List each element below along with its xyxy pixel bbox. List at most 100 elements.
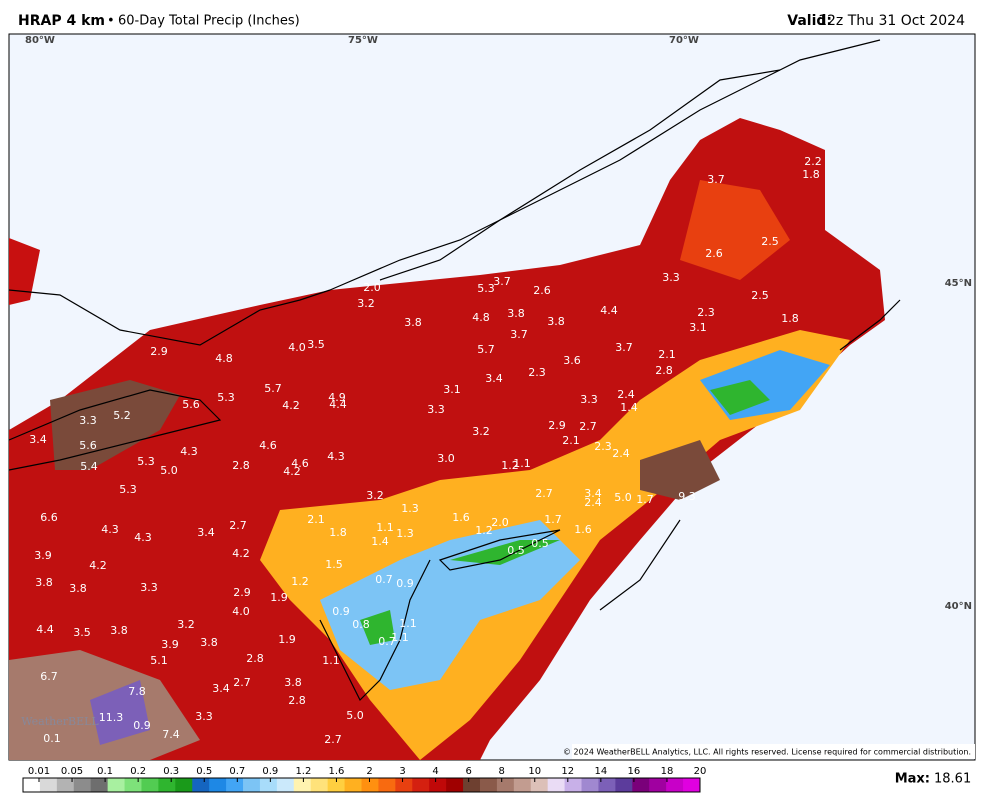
longitude-label: 70°W (669, 35, 699, 46)
precip-value: 2.7 (229, 519, 247, 532)
precip-value: 1.8 (781, 312, 799, 325)
precip-value: 3.8 (35, 576, 53, 589)
precip-value: 0.1 (43, 732, 61, 745)
colorbar-swatch (395, 778, 413, 792)
precip-value: 4.3 (327, 450, 345, 463)
precip-area (680, 180, 790, 280)
colorbar-swatch (209, 778, 227, 792)
value-labels: 2.21.83.72.52.63.32.52.3 1.83.14.43.72.12… (29, 155, 822, 746)
colorbar-tick-label: 10 (528, 766, 541, 777)
precip-value: 2.5 (751, 289, 769, 302)
colorbar-swatch (479, 778, 498, 792)
max-label: Max: (895, 772, 930, 787)
precip-value: 2.7 (535, 487, 553, 500)
precip-value: 4.3 (101, 523, 119, 536)
colorbar-swatch (192, 778, 210, 792)
colorbar-tick-label: 1.2 (295, 766, 311, 777)
precip-value: 4.3 (180, 445, 198, 458)
precip-value: 4.4 (600, 304, 618, 317)
precip-area (50, 380, 180, 470)
precip-value: 4.3 (134, 531, 152, 544)
precip-value: 3.9 (161, 638, 179, 651)
colorbar-swatch (124, 778, 142, 792)
precip-value: 1.8 (329, 526, 347, 539)
precip-value: 5.4 (80, 460, 98, 473)
colorbar-swatch (327, 778, 346, 792)
precip-value: 2.3 (594, 440, 612, 453)
colorbar-swatch (90, 778, 109, 792)
precip-value: 7.4 (162, 728, 180, 741)
precip-value: 6.7 (40, 670, 58, 683)
colorbar-swatch (649, 778, 667, 792)
colorbar-swatch (666, 778, 684, 792)
colorbar-swatch (175, 778, 193, 792)
precip-value: 4.2 (283, 465, 301, 478)
colorbar-swatch (513, 778, 532, 792)
precip-value: 3.2 (177, 618, 195, 631)
colorbar-swatch (344, 778, 362, 792)
precip-value: 3.3 (79, 414, 97, 427)
precip-value: 3.3 (427, 403, 445, 416)
precip-value: 0.7 (375, 573, 393, 586)
precip-value: 5.2 (113, 409, 131, 422)
precip-value: 4.8 (215, 352, 233, 365)
colorbar-swatch (632, 778, 650, 792)
precip-value: 0.8 (352, 618, 370, 631)
precip-value: 3.1 (443, 383, 461, 396)
precip-value: 4.4 (329, 398, 347, 411)
colorbar-swatch (141, 778, 159, 792)
coastline (599, 299, 901, 611)
precip-value: 5.6 (182, 398, 200, 411)
precip-value: 3.1 (689, 321, 707, 334)
precip-value: 7.8 (128, 685, 146, 698)
precip-field (9, 118, 885, 760)
precip-value: 2.7 (579, 420, 597, 433)
coastline (329, 39, 881, 291)
precip-value: 3.3 (195, 710, 213, 723)
precip-value: 0.5 (507, 544, 525, 557)
precip-value: 4.6 (291, 457, 309, 470)
precip-area (360, 540, 560, 645)
product-name: 60-Day Total Precip (Inches) (118, 14, 300, 29)
precip-value: 2.6 (533, 284, 551, 297)
colorbar-swatch (243, 778, 261, 792)
colorbar-tick-label: 0.05 (61, 766, 83, 777)
colorbar-tick-label: 12 (561, 766, 574, 777)
colorbar-swatch (547, 778, 566, 792)
precip-value: 1.7 (636, 493, 654, 506)
precip-value: 4.4 (36, 623, 54, 636)
precip-value: 3.5 (73, 626, 91, 639)
colorbar-swatch (463, 778, 481, 792)
precip-value: 2.4 (617, 388, 635, 401)
colorbar-tick-label: 6 (465, 766, 471, 777)
precip-value: 1.7 (544, 513, 562, 526)
colorbar-tick-label: 0.2 (130, 766, 146, 777)
colorbar-tick-label: 0.1 (97, 766, 113, 777)
colorbar-swatch (530, 778, 549, 792)
precip-value: 0.5 (531, 537, 549, 550)
colorbar-tick-label: 0.01 (28, 766, 50, 777)
precip-value: 3.3 (140, 581, 158, 594)
precip-value: 3.8 (404, 316, 422, 329)
precip-value: 1.6 (452, 511, 470, 524)
colorbar-swatch (73, 778, 92, 792)
precip-value: 2.9 (548, 419, 566, 432)
colorbar-swatch (23, 778, 41, 792)
colorbar-swatch (361, 778, 379, 792)
precip-value: 0.9 (396, 577, 414, 590)
colorbar-tick-label: 1.6 (328, 766, 344, 777)
colorbar-border (22, 777, 701, 793)
precip-value: 1.5 (325, 558, 343, 571)
max-value: 18.61 (934, 772, 971, 787)
precip-value: 4.2 (232, 547, 250, 560)
precip-value: 3.3 (580, 393, 598, 406)
precip-value: 2.0 (491, 516, 509, 529)
coastlines (8, 39, 901, 702)
separator: • (107, 14, 115, 29)
colorbar-tick-label: 8 (499, 766, 505, 777)
precip-value: 5.3 (217, 391, 235, 404)
precip-value: 1.1 (391, 631, 409, 644)
coastline (319, 559, 431, 702)
precip-value: 2.9 (150, 345, 168, 358)
